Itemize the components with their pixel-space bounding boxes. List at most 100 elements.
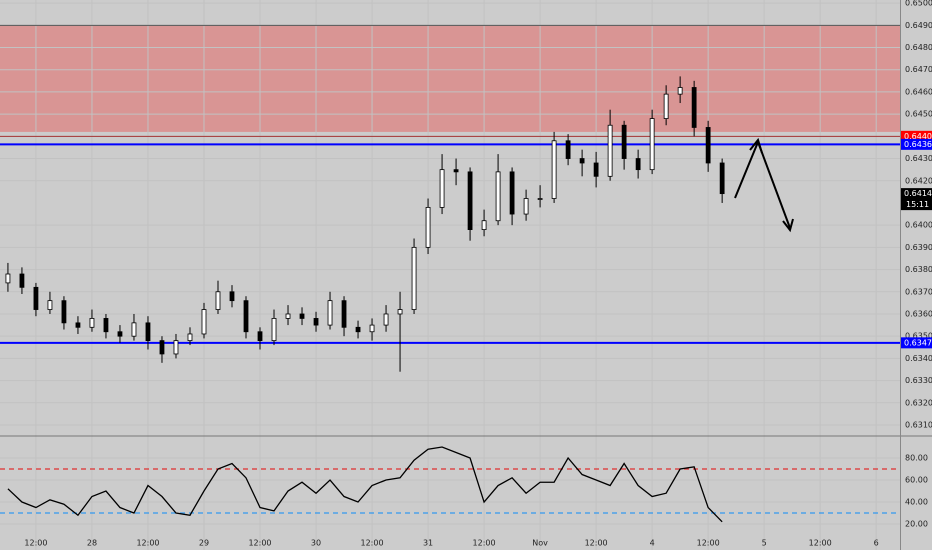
x-tick-label: 5 <box>762 539 767 548</box>
candle-body <box>257 331 263 342</box>
candle-body <box>551 140 557 199</box>
candle-body <box>719 162 725 195</box>
candle-body <box>369 324 375 333</box>
candle-body <box>313 318 319 326</box>
y-tick-label: 0.63100 <box>905 421 932 430</box>
candle-body <box>383 313 389 326</box>
candle-body <box>299 313 305 319</box>
x-tick-label: 12:00 <box>361 539 384 548</box>
candle-body <box>691 87 697 128</box>
candle-body <box>327 300 333 326</box>
candle-body <box>341 300 347 328</box>
candle-body <box>467 171 473 231</box>
candle-body <box>285 313 291 319</box>
x-tick-label: 12:00 <box>136 539 159 548</box>
candle-body <box>677 87 683 95</box>
candle-body <box>187 333 193 342</box>
candle-body <box>439 169 445 208</box>
candle-body <box>159 340 165 355</box>
x-tick-label: 12:00 <box>585 539 608 548</box>
candle-body <box>89 318 95 328</box>
last-price-badge <box>901 188 932 211</box>
candle-body <box>173 340 179 355</box>
candle-body <box>131 322 137 337</box>
candle-body <box>75 322 81 328</box>
price-badge-label: 0.64364 <box>904 140 932 149</box>
x-tick-label: 30 <box>311 539 321 548</box>
candle-body <box>649 118 655 171</box>
countdown-label: 15:11 <box>906 200 929 209</box>
candle-body <box>243 300 249 333</box>
x-tick-label: 28 <box>87 539 97 548</box>
candle-body <box>5 273 11 284</box>
candle-body <box>397 309 403 315</box>
candle-body <box>103 318 109 333</box>
x-tick-label: 12:00 <box>697 539 720 548</box>
x-tick-label: 4 <box>650 539 655 548</box>
candle-body <box>33 286 39 310</box>
x-tick-label: 6 <box>874 539 879 548</box>
arrow-head <box>749 137 763 154</box>
candle-body <box>663 93 669 119</box>
candle-body <box>355 326 361 333</box>
x-tick-label: 29 <box>199 539 209 548</box>
candle-body <box>229 291 235 302</box>
candle-body <box>607 124 613 177</box>
candle-body <box>145 322 151 342</box>
candle-body <box>47 300 53 310</box>
candle-body <box>621 124 627 159</box>
candle-body <box>215 291 221 310</box>
candle-body <box>271 318 277 342</box>
candle-body <box>593 162 599 177</box>
candle-body <box>425 206 431 248</box>
price-badge <box>901 130 932 142</box>
candle-body <box>523 198 529 215</box>
candle-body <box>635 158 641 171</box>
x-tick-label: 12:00 <box>473 539 496 548</box>
price-badge <box>901 337 932 349</box>
x-tick-label: Nov <box>532 539 548 548</box>
candle-body <box>201 309 207 335</box>
candle-body <box>61 300 67 324</box>
x-tick-label: 12:00 <box>248 539 271 548</box>
candle-body <box>117 331 123 337</box>
y-tick-label: 40.00 <box>905 498 928 507</box>
candle-body <box>565 140 571 159</box>
y-tick-label: 60.00 <box>905 476 928 485</box>
rsi-line <box>7 446 723 523</box>
candle-body <box>453 169 459 173</box>
arrow-head <box>782 218 794 233</box>
candle-body <box>495 171 501 222</box>
candle-body <box>19 273 25 288</box>
candle-body <box>481 220 487 231</box>
candle-body <box>579 158 585 164</box>
x-tick-label: 31 <box>423 539 433 548</box>
zone <box>0 25 900 132</box>
candle-body <box>705 127 711 164</box>
y-tick-label: 20.00 <box>905 520 928 529</box>
x-tick-label: 12:00 <box>24 539 47 548</box>
y-tick-label: 80.00 <box>905 454 928 463</box>
candle-body <box>411 246 417 310</box>
